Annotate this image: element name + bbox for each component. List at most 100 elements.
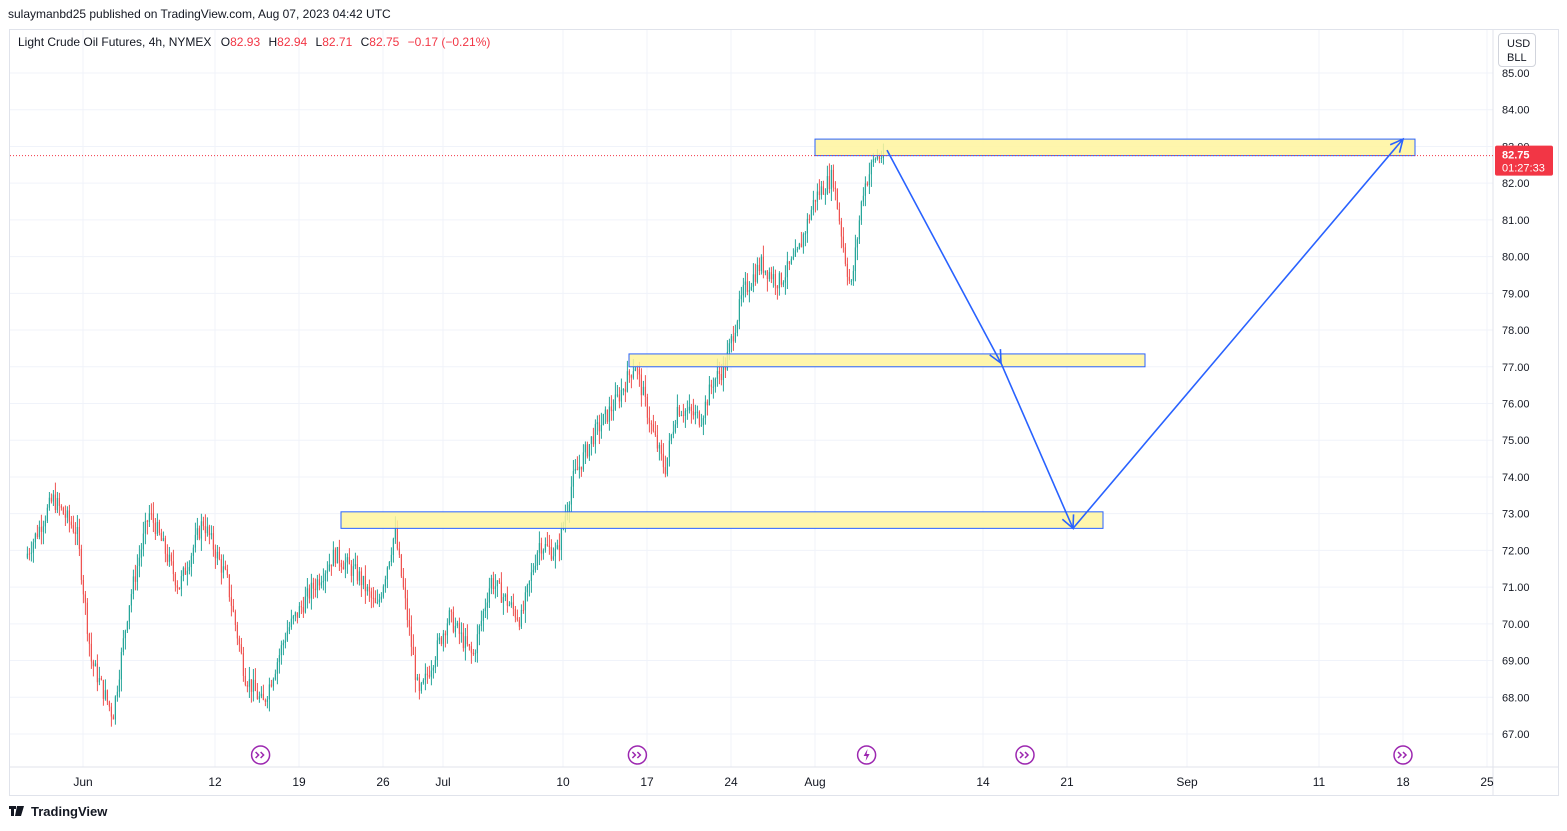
candle-body: [410, 626, 412, 647]
event-arrow-icon[interactable]: [627, 745, 648, 765]
candle-body: [64, 514, 66, 518]
candle-body: [402, 576, 404, 588]
candle-body: [756, 264, 758, 282]
candle-body: [446, 623, 448, 636]
candle-body: [340, 563, 342, 567]
candle-body: [672, 431, 674, 435]
candle-body: [424, 673, 426, 680]
close-value: 82.75: [369, 35, 400, 49]
candle-body: [590, 436, 592, 445]
candle-body: [392, 538, 394, 555]
candle-body: [240, 644, 242, 654]
chevron-glyph: [1024, 751, 1030, 759]
projection-arrow-line: [886, 149, 1002, 364]
candle-body: [668, 440, 670, 458]
candle-body: [310, 582, 312, 599]
candle-body: [386, 567, 388, 580]
candle-body: [190, 555, 192, 568]
event-arrow-icon[interactable]: [1393, 745, 1413, 765]
candle-body: [548, 545, 550, 548]
candle-body: [146, 520, 148, 522]
candle-body: [184, 567, 186, 575]
candle-body: [416, 677, 418, 680]
candle-body: [454, 625, 456, 632]
candle-body: [42, 526, 44, 532]
event-arrow-icon[interactable]: [250, 745, 271, 765]
candle-body: [714, 378, 716, 387]
candle-body: [534, 565, 536, 570]
candle-body: [182, 567, 184, 577]
event-marker-circle: [1015, 745, 1035, 765]
candle-body: [166, 553, 168, 562]
candle-body: [624, 389, 626, 392]
candle-body: [660, 444, 662, 454]
candle-body: [600, 425, 602, 432]
candle-body: [842, 236, 844, 248]
currency-unit-button[interactable]: USD BLL: [1498, 33, 1536, 67]
candle-body: [790, 258, 792, 264]
candle-body: [496, 580, 498, 587]
chevron-glyph: [1397, 751, 1403, 759]
candle-body: [700, 425, 702, 427]
candle-body: [302, 606, 304, 613]
candle-body: [812, 199, 814, 210]
chevron-glyph: [631, 751, 637, 759]
candle-body: [84, 594, 86, 603]
candle-body: [290, 618, 292, 628]
change-value: −0.17 (−0.21%): [407, 35, 491, 49]
candle-body: [762, 256, 764, 273]
candle-body: [40, 526, 42, 532]
candle-body: [420, 683, 422, 691]
candle-body: [390, 554, 392, 562]
candle-body: [710, 384, 712, 387]
event-arrow-icon[interactable]: [1015, 745, 1035, 765]
event-lightning-icon[interactable]: [856, 745, 877, 765]
candle-body: [858, 220, 860, 240]
y-tick-label: 85.00: [1502, 68, 1530, 80]
candle-body: [50, 497, 52, 502]
candle-body: [198, 528, 200, 539]
candle-body: [526, 585, 528, 593]
candle-body: [482, 611, 484, 621]
candle-body: [168, 554, 170, 562]
candle-body: [300, 606, 302, 608]
candle-body: [102, 679, 104, 699]
chart-frame[interactable]: [9, 29, 1559, 796]
candle-body: [72, 525, 74, 532]
candle-body: [106, 690, 108, 702]
candle-body: [844, 247, 846, 264]
y-tick-label: 82.00: [1502, 178, 1530, 190]
candle-body: [272, 679, 274, 687]
candle-body: [54, 494, 56, 511]
candle-body: [476, 634, 478, 654]
candle-body: [862, 195, 864, 202]
candle-body: [640, 374, 642, 396]
y-tick-label: 77.00: [1502, 362, 1530, 374]
candle-body: [498, 580, 500, 583]
candle-body: [882, 155, 884, 159]
candle-body: [764, 270, 766, 273]
candle-body: [754, 274, 756, 282]
candle-body: [730, 336, 732, 344]
candle-body: [658, 444, 660, 449]
candle-body: [506, 594, 508, 606]
candle-body: [316, 579, 318, 591]
candle-body: [428, 675, 430, 677]
candle-body: [178, 587, 180, 590]
candle-body: [414, 654, 416, 680]
candle-body: [746, 281, 748, 292]
candle-body: [718, 371, 720, 375]
candle-body: [856, 239, 858, 248]
candle-body: [130, 593, 132, 606]
candle-body: [654, 431, 656, 436]
candle-body: [254, 679, 256, 691]
x-tick-label: Sep: [1176, 775, 1198, 789]
candle-body: [294, 612, 296, 617]
candle-body: [510, 602, 512, 605]
candle-body: [96, 663, 98, 683]
candle-body: [304, 596, 306, 613]
candle-body: [132, 576, 134, 594]
candle-body: [666, 457, 668, 475]
